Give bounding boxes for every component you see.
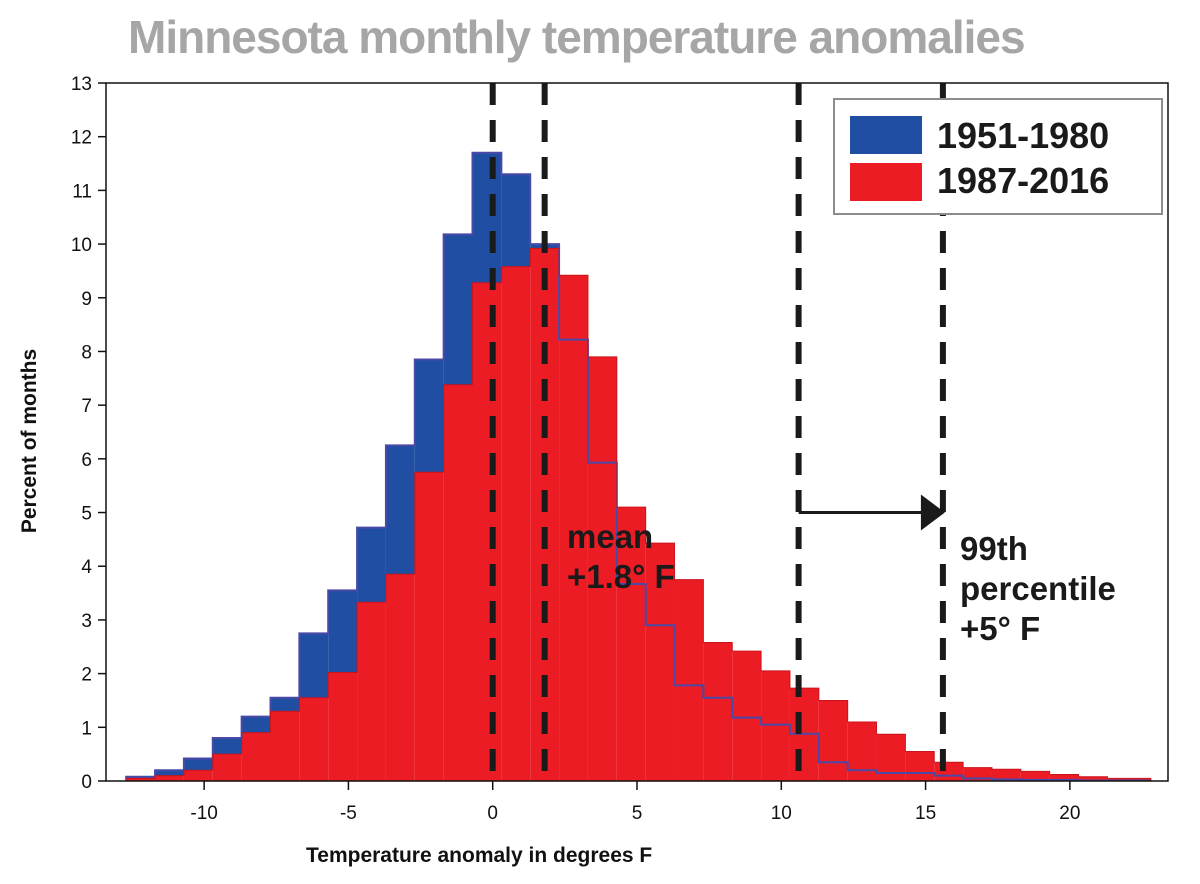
bar-1951-1980-6 (299, 633, 329, 698)
y-tick-label-6: 6 (81, 450, 92, 471)
bar-1951-1980-10 (414, 359, 444, 473)
percentile-annotation-line-2: percentile (960, 570, 1116, 607)
bar-1987-2016-22 (761, 670, 790, 781)
bar-1987-2016-8 (357, 602, 386, 781)
percentile-annotation-line-3: +5° F (960, 610, 1040, 647)
bar-1987-2016-27 (905, 751, 935, 781)
x-axis-label: Temperature anomaly in degrees F (306, 844, 652, 867)
bar-1987-2016-1 (155, 775, 184, 781)
bar-1951-1980-11 (443, 234, 473, 385)
legend-label-1987-2016: 1987-2016 (937, 160, 1109, 201)
bar-1987-2016-10 (414, 472, 444, 781)
x-tick-label--5: -5 (340, 803, 357, 824)
bar-1951-1980-3 (212, 738, 242, 755)
series-1951-1980-outline (125, 151, 1152, 782)
percentile-annotation: 99th percentile +5° F (960, 530, 1116, 647)
chart-title: Minnesota monthly temperature anomalies (128, 11, 1026, 63)
x-tick-label-15: 15 (915, 803, 936, 824)
y-tick-label-0: 0 (81, 772, 92, 793)
bar-1987-2016-18 (645, 543, 675, 781)
bar-1987-2016-33 (1078, 776, 1108, 781)
bar-1951-1980-2 (183, 758, 213, 771)
arrow-head (920, 494, 945, 531)
bar-1987-2016-17 (616, 507, 646, 781)
bar-1951-1980-5 (270, 697, 300, 712)
bar-1951-1980-1 (155, 770, 184, 776)
bar-1987-2016-0 (126, 778, 156, 781)
bar-1987-2016-13 (501, 266, 531, 781)
bar-1987-2016-16 (587, 356, 617, 781)
legend-swatch-1987-2016 (850, 163, 922, 201)
y-tick-label-3: 3 (81, 611, 92, 632)
bar-1987-2016-2 (183, 770, 213, 781)
bar-1987-2016-5 (270, 711, 300, 781)
bar-1987-2016-4 (241, 732, 271, 781)
mean-annotation-line-1: mean (567, 518, 653, 555)
bar-1951-1980-12 (472, 152, 502, 283)
bar-1987-2016-32 (1049, 774, 1079, 781)
bar-1987-2016-19 (674, 579, 704, 781)
bar-1987-2016-9 (385, 574, 415, 781)
legend-swatch-1951-1980 (850, 116, 922, 154)
y-tick-label-11: 11 (72, 181, 92, 202)
bar-1987-2016-6 (299, 697, 329, 781)
percentile-shift-arrow (798, 494, 945, 531)
bar-1987-2016-31 (1020, 771, 1050, 781)
legend: 1951-1980 1987-2016 (833, 98, 1163, 215)
x-tick-label-20: 20 (1059, 803, 1080, 824)
bar-1987-2016-20 (703, 642, 733, 781)
percentile-annotation-line-1: 99th (960, 530, 1028, 567)
y-tick-label-13: 13 (71, 74, 92, 95)
x-axis: -10 -5 0 5 10 15 20 (190, 781, 1080, 824)
y-tick-label-4: 4 (81, 557, 92, 578)
x-tick-label-5: 5 (632, 803, 643, 824)
series-1951-1980-bars (126, 152, 560, 779)
y-tick-label-10: 10 (71, 235, 92, 256)
bar-1987-2016-14 (530, 248, 560, 781)
x-tick-label--10: -10 (190, 803, 217, 824)
mean-annotation-line-2: +1.8° F (567, 558, 675, 595)
bar-1987-2016-12 (472, 282, 502, 781)
bar-1951-1980-8 (357, 527, 386, 603)
bar-1987-2016-30 (991, 769, 1021, 781)
legend-label-1951-1980: 1951-1980 (937, 115, 1109, 156)
y-tick-label-12: 12 (71, 128, 92, 149)
y-tick-label-9: 9 (81, 289, 92, 310)
y-tick-label-1: 1 (81, 718, 92, 739)
series-1987-2016-outline (125, 247, 1152, 781)
x-tick-label-0: 0 (487, 803, 498, 824)
bar-1987-2016-11 (443, 384, 473, 781)
bar-1987-2016-26 (876, 734, 906, 781)
bar-1987-2016-21 (732, 651, 762, 781)
y-axis-label: Percent of months (18, 349, 41, 533)
bar-1951-1980-4 (241, 716, 271, 733)
bar-1987-2016-7 (328, 672, 358, 781)
bar-1951-1980-7 (328, 590, 358, 673)
bar-1987-2016-25 (847, 721, 877, 781)
bar-1951-1980-13 (501, 174, 531, 267)
y-tick-label-2: 2 (81, 665, 92, 686)
y-tick-label-7: 7 (81, 396, 92, 417)
bar-1951-1980-9 (385, 445, 415, 575)
bar-1987-2016-24 (818, 700, 848, 781)
x-tick-label-10: 10 (771, 803, 792, 824)
y-tick-label-5: 5 (81, 504, 92, 525)
y-tick-label-8: 8 (81, 342, 92, 363)
bar-1987-2016-3 (212, 754, 242, 781)
mean-annotation: mean +1.8° F (567, 518, 675, 595)
bar-1987-2016-15 (559, 275, 588, 781)
bar-1987-2016-28 (934, 762, 964, 781)
